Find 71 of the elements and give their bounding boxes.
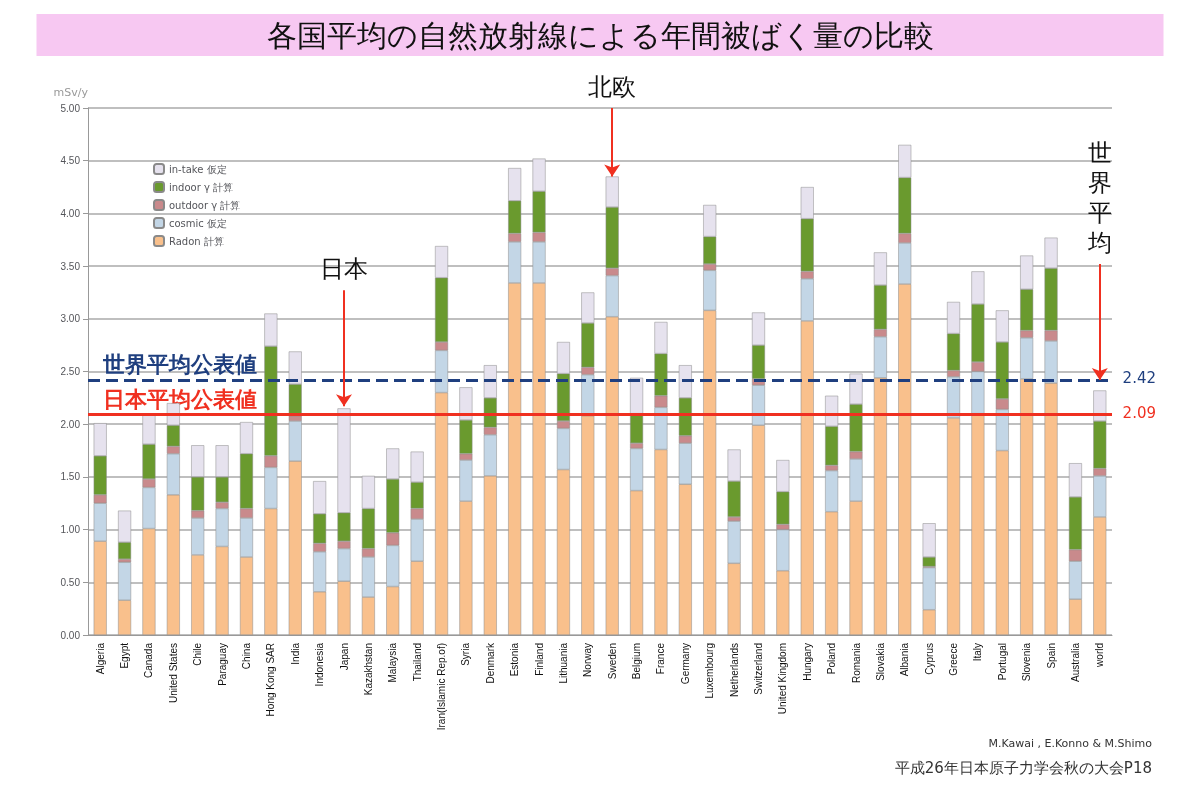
x-tick-label: Norway <box>582 643 594 677</box>
x-tick-label: Switzerland <box>752 643 764 695</box>
y-tick-label: 3.50 <box>60 260 81 272</box>
x-tick-label: Cyprus <box>923 643 935 675</box>
x-tick-label: Egypt <box>119 642 131 669</box>
x-tick-label: Canada <box>143 642 155 679</box>
x-tick-label: Sweden <box>606 643 618 680</box>
x-tick-label: Luxembourg <box>704 643 716 699</box>
y-tick-label: 5.00 <box>60 102 81 114</box>
x-tick-label: Slovakia <box>874 642 886 681</box>
bar <box>630 377 644 414</box>
y-tick-label: 0.00 <box>60 629 81 641</box>
bar <box>581 415 595 635</box>
x-tick-label: Greece <box>948 642 960 676</box>
y-tick-label: 1.50 <box>60 471 81 483</box>
x-tick-label: Chile <box>192 642 204 666</box>
x-tick-label: Japan <box>338 643 350 671</box>
x-tick-label: Thailand <box>411 643 423 682</box>
x-tick-label: Malaysia <box>387 642 399 683</box>
y-tick-label: 4.50 <box>60 155 81 167</box>
annotation: 北欧 <box>588 73 637 101</box>
x-tick-label: Germany <box>679 643 691 685</box>
x-tick-label: China <box>240 642 252 670</box>
annotation: 日本 <box>320 255 368 284</box>
legend-label: outdoor γ 計算 <box>169 199 241 211</box>
x-tick-label: Portugal <box>996 643 1008 681</box>
x-tick-label: Algeria <box>94 642 106 675</box>
x-tick-label: Spain <box>1045 643 1057 669</box>
x-tick-label: Slovenia <box>1021 642 1033 682</box>
x-tick-label: world <box>1094 643 1106 668</box>
legend-label: indoor γ 計算 <box>169 181 234 193</box>
x-tick-label: Kazakhstan <box>362 643 374 696</box>
text: M.Kawai , E.Konno & M.Shimo <box>988 737 1153 750</box>
bar <box>971 413 985 635</box>
legend-label: Radon 計算 <box>169 235 224 247</box>
x-tick-label: Poland <box>826 643 838 675</box>
chart-title: 各国平均の自然放射線による年間被ばく量の比較 <box>266 17 934 53</box>
text: 平成26年日本原子力学会秋の大会P18 <box>894 758 1153 777</box>
x-tick-label: Lithuania <box>557 642 569 684</box>
x-tick-label: Finland <box>533 643 545 676</box>
y-tick-label: 3.00 <box>60 313 81 325</box>
text: 2.09 <box>1122 404 1157 423</box>
x-tick-label: Italy <box>972 643 984 662</box>
x-tick-label: Denmark <box>484 642 496 684</box>
x-tick-label: France <box>655 642 667 675</box>
y-tick-label: 0.50 <box>60 576 81 588</box>
legend-label: in-take 仮定 <box>169 163 227 175</box>
y-tick-label: 4.00 <box>60 207 81 219</box>
x-tick-label: Belgium <box>631 643 643 680</box>
x-tick-label: Estonia <box>509 642 521 677</box>
x-tick-label: United Kingdom <box>777 643 789 715</box>
x-tick-label: Hong Kong SAR <box>265 643 277 717</box>
x-tick-label: Netherlands <box>728 643 740 697</box>
y-axis-title: mSv/y <box>53 86 89 99</box>
annotation: 世界平均 <box>1086 138 1112 257</box>
x-tick-label: India <box>289 642 301 665</box>
x-tick-label: Hungary <box>801 643 813 681</box>
x-tick-label: Iran(Islamic Rep.of) <box>436 643 448 731</box>
y-tick-label: 2.50 <box>60 366 81 377</box>
y-tick-label: 2.00 <box>60 418 81 430</box>
text: 2.42 <box>1122 369 1157 388</box>
legend-label: cosmic 仮定 <box>169 217 228 229</box>
x-tick-label: Australia <box>1069 642 1081 682</box>
ref-line-label: 世界平均公表値 <box>102 352 257 378</box>
x-tick-label: Albania <box>899 642 911 677</box>
x-tick-label: Indonesia <box>314 642 326 687</box>
x-tick-label: United States <box>167 643 179 704</box>
y-tick-label: 1.00 <box>60 524 81 536</box>
x-tick-label: Syria <box>460 642 472 666</box>
x-tick-label: Paraguay <box>216 643 228 686</box>
x-tick-label: Romania <box>850 642 862 684</box>
